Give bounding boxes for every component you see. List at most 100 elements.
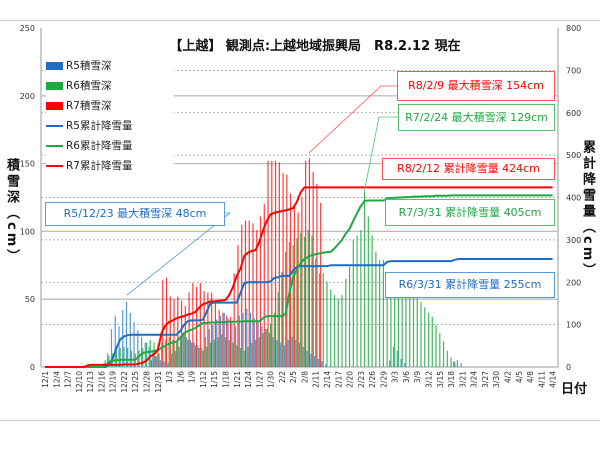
x-tick-label: 3/21 bbox=[458, 371, 467, 388]
bar bbox=[156, 356, 158, 367]
bar bbox=[424, 307, 426, 367]
x-tick-label: 4/2 bbox=[503, 371, 512, 383]
x-tick-label: 2/11 bbox=[312, 371, 321, 388]
bar bbox=[182, 334, 184, 367]
y-tick-label-right: 500 bbox=[566, 151, 581, 160]
bar bbox=[386, 273, 388, 367]
bar bbox=[254, 339, 257, 367]
x-tick-label: 2/20 bbox=[346, 371, 355, 388]
bar bbox=[123, 346, 125, 367]
y-tick-label-left: 100 bbox=[20, 227, 35, 236]
x-tick-label: 1/21 bbox=[233, 371, 242, 388]
bar bbox=[397, 285, 400, 367]
bar bbox=[250, 312, 252, 367]
bar bbox=[298, 342, 301, 367]
bar bbox=[191, 342, 193, 367]
bar bbox=[257, 322, 259, 367]
bar bbox=[379, 259, 381, 367]
x-tick-label: 1/27 bbox=[255, 371, 264, 388]
bar bbox=[237, 244, 239, 367]
bar bbox=[375, 251, 377, 367]
bar bbox=[389, 360, 391, 367]
bar bbox=[404, 362, 406, 367]
x-tick-label: 12/13 bbox=[86, 371, 95, 393]
bar bbox=[212, 324, 214, 367]
bar bbox=[345, 278, 347, 367]
legend-swatch bbox=[46, 102, 63, 110]
y-axis-left-label: 積雪深（cm） bbox=[4, 158, 19, 266]
x-tick-label: 12/25 bbox=[131, 371, 140, 393]
bar bbox=[252, 223, 254, 367]
bar bbox=[431, 316, 433, 367]
bar-series-R6積雪深 bbox=[104, 192, 456, 367]
bar bbox=[227, 318, 229, 367]
bar bbox=[283, 345, 286, 367]
line-series-R6累計降雪量 bbox=[45, 194, 553, 368]
legend-label: R6積雪深 bbox=[66, 80, 112, 92]
bar bbox=[180, 300, 183, 367]
frame-bottom-line bbox=[0, 420, 600, 421]
annotation-r8-cumulative: R8/2/12 累計降雪量 424cm bbox=[382, 158, 555, 180]
legend-item-r6-depth: R6積雪深 bbox=[46, 79, 112, 93]
bar bbox=[460, 362, 462, 367]
bar bbox=[420, 301, 422, 367]
bar bbox=[288, 242, 290, 367]
bar bbox=[233, 273, 235, 367]
bar bbox=[234, 326, 237, 367]
bar bbox=[179, 337, 181, 367]
bar bbox=[197, 345, 199, 367]
x-tick-label: 4/5 bbox=[515, 371, 524, 383]
y-tick-label-right: 400 bbox=[566, 194, 581, 203]
x-tick-label: 12/28 bbox=[143, 371, 152, 393]
bar bbox=[303, 236, 306, 367]
y-tick-label-right: 300 bbox=[566, 236, 581, 245]
y-tick-label-left: 0 bbox=[30, 363, 35, 372]
x-tick-label: 3/15 bbox=[436, 371, 445, 388]
bar bbox=[206, 346, 208, 367]
bar bbox=[222, 312, 224, 367]
bar bbox=[228, 339, 230, 367]
bar bbox=[290, 193, 292, 367]
bar bbox=[320, 202, 322, 367]
bar bbox=[253, 318, 255, 367]
bar bbox=[313, 356, 316, 367]
y-tick-label-left: 200 bbox=[20, 92, 35, 101]
legend-line bbox=[46, 145, 63, 147]
bar bbox=[208, 329, 210, 367]
bar bbox=[261, 326, 263, 367]
bar bbox=[390, 280, 392, 367]
leader-line-r5-max-depth bbox=[126, 212, 232, 296]
bar bbox=[306, 350, 308, 367]
x-tick-label: 3/27 bbox=[481, 371, 490, 388]
x-tick-label: 1/15 bbox=[210, 371, 219, 388]
bar bbox=[118, 326, 120, 367]
x-tick-label: 2/2 bbox=[278, 371, 287, 383]
bar bbox=[218, 310, 220, 367]
bar bbox=[382, 259, 384, 367]
bar bbox=[221, 334, 223, 367]
x-tick-label: 12/10 bbox=[75, 371, 84, 393]
leader-line-r8-max-depth bbox=[308, 85, 397, 154]
x-tick-label: 4/11 bbox=[537, 371, 546, 388]
chart-title: 【上越】 観測点:上越地域振興局 R8.2.12 現在 bbox=[169, 39, 461, 54]
bar bbox=[405, 289, 407, 367]
bar bbox=[326, 281, 328, 367]
bar bbox=[311, 235, 313, 367]
y-axis-right-label: 累計降雪量（cm） bbox=[580, 140, 595, 280]
bar bbox=[412, 295, 415, 367]
bar bbox=[238, 315, 240, 367]
bar-series-R5積雪深 bbox=[103, 301, 462, 367]
bar bbox=[167, 362, 169, 367]
legend-label: R6累計降雪量 bbox=[66, 140, 133, 152]
bar bbox=[219, 315, 222, 367]
bar bbox=[427, 312, 430, 367]
legend-label: R5累計降雪量 bbox=[66, 120, 133, 132]
bar bbox=[125, 301, 128, 367]
line-series-R7累計降雪量 bbox=[45, 186, 553, 368]
bar bbox=[163, 361, 165, 367]
bar bbox=[217, 337, 219, 367]
bar bbox=[364, 192, 366, 367]
bar bbox=[278, 162, 280, 367]
y-tick-label-right: 100 bbox=[566, 321, 581, 330]
